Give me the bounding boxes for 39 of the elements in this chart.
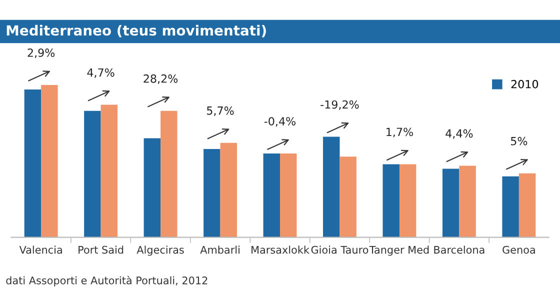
annotation: 28,2% — [144, 74, 178, 84]
bar — [220, 142, 237, 238]
bar — [160, 110, 178, 238]
x-tick-label: Ambarli — [200, 246, 240, 254]
x-tick-label: Port Said — [78, 246, 124, 254]
annotation: 1,7% — [386, 128, 413, 138]
x-tick-label: Algeciras — [136, 246, 184, 256]
legend-label: 2010 — [511, 80, 538, 88]
bar — [502, 176, 519, 238]
x-tick-label: Gioia Tauro — [311, 246, 368, 254]
bar — [340, 156, 356, 238]
bar — [323, 136, 340, 238]
x-tick-label: Barcelona — [434, 246, 484, 254]
annotation: 4,7% — [87, 68, 114, 78]
text: dati Assoporti e Autorità Portuali, 2012 — [6, 276, 208, 286]
annotation: -0,4% — [264, 117, 296, 127]
x-tick-label: Valencia — [19, 246, 62, 254]
annotation: 5,7% — [207, 106, 234, 116]
bar — [382, 164, 400, 238]
bar — [204, 148, 220, 238]
bar — [442, 168, 460, 238]
bar — [518, 173, 536, 238]
bar — [144, 138, 161, 238]
bar — [100, 104, 118, 238]
annotation: 4,4% — [446, 129, 473, 139]
bar — [263, 154, 280, 238]
annotation: -19,2% — [320, 100, 359, 110]
x-tick-label: Tanger Med — [369, 246, 429, 256]
bar — [24, 90, 42, 238]
bar — [459, 166, 476, 238]
bar — [280, 154, 297, 238]
bar — [41, 84, 58, 238]
x-tick-label: Genoa — [502, 246, 535, 254]
annotation: 2,9% — [28, 48, 55, 58]
x-tick-label: Marsaxlokk — [252, 246, 310, 254]
annotation: 5% — [510, 136, 528, 146]
bar — [399, 164, 416, 238]
bar — [84, 110, 101, 238]
chart-title: Mediterraneo (teus movimentati) — [6, 24, 266, 38]
